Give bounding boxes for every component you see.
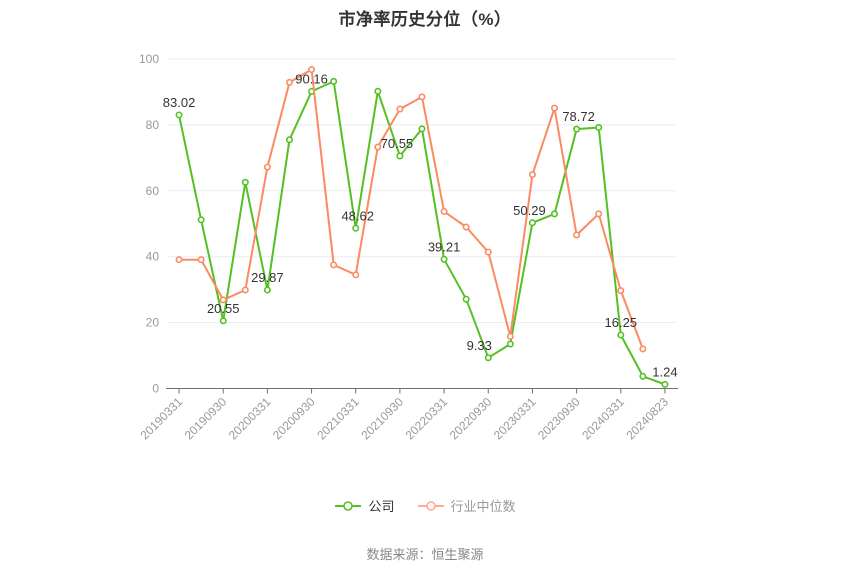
y-axis-label: 100 [139,52,159,66]
legend: 公司 行业中位数 [0,496,850,515]
data-point-marker [661,380,669,388]
line-marker-icon [335,500,362,511]
data-point-marker [330,261,338,269]
data-point-label: 9.33 [467,338,492,353]
data-point-marker [175,256,183,264]
data-point-marker [573,125,581,133]
x-axis-label: 20220331 [403,394,451,442]
data-point-label: 1.24 [652,364,677,379]
data-point-marker [263,163,271,171]
data-point-marker [462,295,470,303]
data-point-marker [551,210,559,218]
data-point-label: 83.02 [163,95,196,110]
data-point-marker [175,111,183,119]
data-point-label: 29.87 [251,270,284,285]
x-axis-label: 20210331 [314,394,362,442]
data-point-label: 48.62 [341,208,374,223]
data-point-marker [440,255,448,263]
legend-item-company[interactable]: 公司 [334,496,395,515]
data-source-note: 数据来源：恒生聚源 [366,547,484,562]
data-point-marker [197,256,205,264]
data-point-marker [440,208,448,216]
data-point-label: 70.55 [381,136,414,151]
legend-label-industry-median: 行业中位数 [450,499,516,514]
x-axis-label: 20190331 [138,394,186,442]
x-axis-label: 20240823 [623,394,671,442]
data-point-marker [617,287,625,295]
chart-title: 市净率历史分位（%） [338,10,512,29]
data-point-marker [285,136,293,144]
data-point-marker [396,105,404,113]
x-axis-label: 20210930 [358,394,406,442]
data-point-marker [484,248,492,256]
data-point-marker [374,87,382,95]
legend-label-company: 公司 [368,499,395,514]
data-point-marker [528,171,536,179]
x-axis-label: 20190930 [182,394,230,442]
data-point-marker [418,93,426,101]
line-marker-icon [417,500,444,511]
data-point-marker [595,124,603,132]
x-axis-label: 20200930 [270,394,318,442]
data-point-marker [396,152,404,160]
data-point-marker [418,125,426,133]
y-axis-label: 20 [146,316,160,330]
data-point-marker [352,271,360,279]
data-point-marker [639,372,647,380]
chart-canvas[interactable]: 0 20 40 60 80 100 2019033120190930202003312020… [0,0,850,475]
y-axis-label: 0 [152,382,159,396]
data-point-marker [241,178,249,186]
x-axis-label: 20220930 [447,394,495,442]
data-point-marker [506,332,514,340]
data-point-label: 20.55 [207,301,240,316]
data-point-label: 50.29 [513,203,546,218]
y-axis-label: 40 [146,250,160,264]
data-point-marker [241,286,249,294]
industry-median-line [178,68,644,350]
y-axis-label: 60 [146,184,160,198]
data-point-marker [484,354,492,362]
x-axis-label: 20240331 [579,394,627,442]
data-point-marker [639,345,647,353]
data-point-label: 39.21 [428,239,461,254]
data-point-marker [528,219,536,227]
data-point-marker [197,216,205,224]
data-point-marker [219,296,227,304]
data-point-marker [551,104,559,112]
data-point-marker [263,286,271,294]
data-point-marker [462,223,470,231]
legend-item-industry-median[interactable]: 行业中位数 [417,496,516,515]
x-axis-label: 20200331 [226,394,274,442]
y-axis-label: 80 [146,118,160,132]
x-axis-label: 20230930 [535,394,583,442]
data-point-marker [308,66,316,74]
data-point-marker [352,224,360,232]
x-axis-label: 20230331 [491,394,539,442]
data-point-marker [285,78,293,86]
data-point-marker [617,331,625,339]
data-point-label: 78.72 [562,109,595,124]
data-point-marker [219,317,227,325]
data-point-label: 90.16 [295,71,328,86]
data-point-marker [595,210,603,218]
data-point-label: 16.25 [605,315,638,330]
data-point-marker [506,340,514,348]
data-point-marker [573,231,581,239]
data-point-marker [330,77,338,85]
data-point-marker [374,143,382,151]
